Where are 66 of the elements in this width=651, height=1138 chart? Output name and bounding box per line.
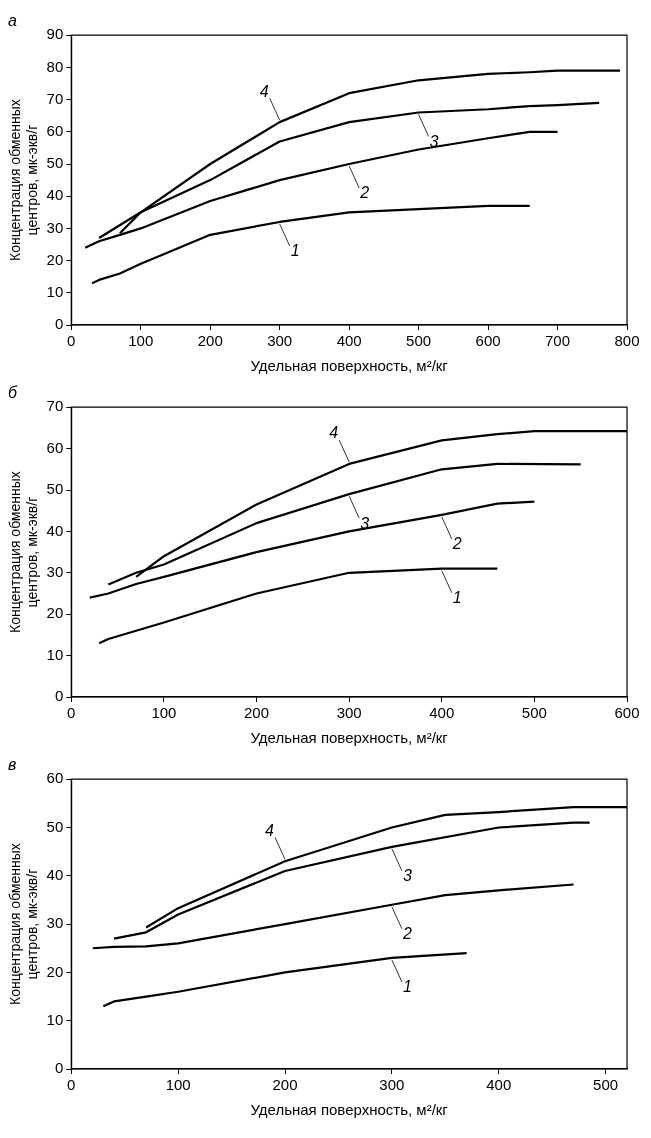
x-tick-label: 0 [67, 1076, 76, 1094]
y-tick-label: 70 [46, 397, 64, 415]
annotation: 1 [402, 978, 412, 996]
y-tick-label: 30 [46, 562, 64, 580]
chart-title: б [8, 384, 18, 402]
x-axis-title: Удельная поверхность, м²/кг [250, 729, 449, 747]
y-axis-title: Концентрация обменных центров, мк-экв/г [7, 99, 41, 261]
x-tick-label: 300 [379, 1076, 405, 1094]
x-tick-label: 400 [429, 704, 455, 722]
y-tick-label: 30 [46, 218, 64, 236]
y-tick-label: 90 [46, 25, 64, 43]
chart-title: а [8, 12, 17, 30]
chart-title: в [8, 756, 17, 774]
x-tick-label: 600 [614, 704, 640, 722]
annotation: 4 [259, 82, 269, 100]
x-tick-label: 100 [128, 332, 154, 350]
x-tick-label: 500 [406, 332, 432, 350]
y-tick-label: 0 [54, 1059, 64, 1077]
y-tick-label: 20 [46, 250, 64, 268]
annotation: 2 [401, 925, 412, 943]
y-tick-label: 0 [54, 687, 64, 705]
x-tick-label: 300 [336, 704, 362, 722]
x-tick-label: 200 [244, 704, 270, 722]
x-tick-label: 0 [67, 332, 76, 350]
y-tick-label: 80 [46, 57, 64, 75]
annotation: 2 [359, 184, 370, 202]
x-tick-label: 100 [165, 1076, 191, 1094]
x-tick-label: 500 [521, 704, 547, 722]
x-tick-label: 300 [267, 332, 293, 350]
annotation: 4 [265, 821, 275, 839]
x-axis-title: Удельная поверхность, м²/кг [250, 1101, 449, 1119]
x-axis-title: Удельная поверхность, м²/кг [250, 357, 449, 375]
x-tick-label: 200 [272, 1076, 298, 1094]
y-tick-label: 30 [46, 914, 64, 932]
x-tick-label: 400 [336, 332, 362, 350]
annotation: 3 [402, 867, 412, 885]
y-tick-label: 40 [46, 865, 64, 883]
annotation: 1 [290, 242, 300, 260]
x-tick-label: 600 [475, 332, 501, 350]
x-tick-label: 0 [67, 704, 76, 722]
y-tick-label: 0 [54, 315, 64, 333]
y-tick-label: 50 [46, 480, 64, 498]
y-tick-label: 60 [46, 769, 64, 787]
x-tick-label: 700 [545, 332, 571, 350]
y-tick-label: 20 [46, 604, 64, 622]
y-tick-label: 50 [46, 817, 64, 835]
y-tick-label: 70 [46, 89, 64, 107]
y-tick-label: 60 [46, 121, 64, 139]
y-tick-label: 10 [46, 645, 64, 663]
x-tick-label: 400 [486, 1076, 512, 1094]
annotation: 4 [329, 424, 339, 442]
y-tick-label: 10 [46, 1010, 64, 1028]
y-tick-label: 40 [46, 521, 64, 539]
x-tick-label: 800 [614, 332, 640, 350]
annotation: 1 [452, 589, 462, 607]
y-tick-label: 20 [46, 962, 64, 980]
y-tick-label: 10 [46, 282, 64, 300]
x-tick-label: 100 [151, 704, 177, 722]
y-tick-label: 50 [46, 154, 64, 172]
x-tick-label: 200 [197, 332, 223, 350]
y-tick-label: 40 [46, 186, 64, 204]
y-axis-title: Концентрация обменных центров, мк-экв/г [7, 471, 41, 633]
annotation: 2 [451, 535, 462, 553]
x-tick-label: 500 [593, 1076, 619, 1094]
y-axis-title: Концентрация обменных центров, мк-экв/г [7, 843, 41, 1005]
y-tick-label: 60 [46, 438, 64, 456]
